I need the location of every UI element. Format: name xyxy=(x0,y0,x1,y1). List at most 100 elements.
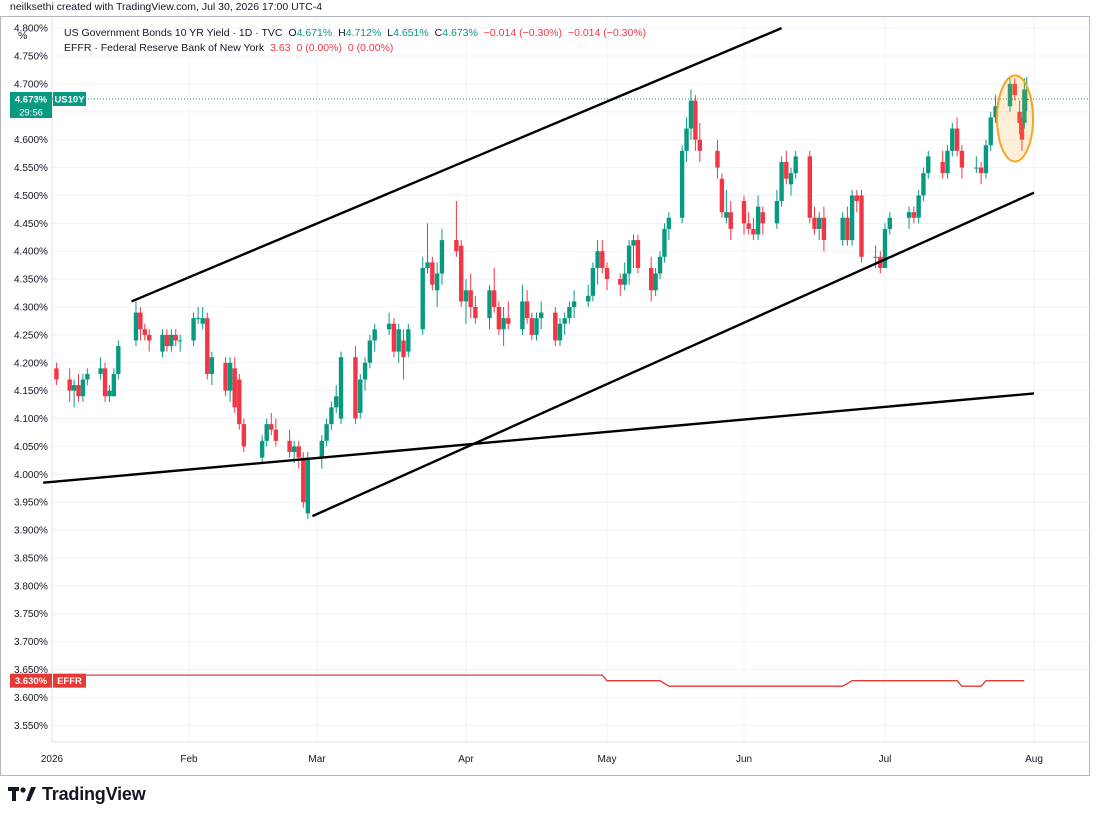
candle-body xyxy=(524,301,530,319)
candle-body xyxy=(859,195,864,257)
candle-body xyxy=(329,407,334,425)
candle-body xyxy=(679,150,685,218)
candle-body xyxy=(779,162,784,202)
candle-body xyxy=(788,173,794,185)
candle-body xyxy=(133,312,139,341)
us10y-symbol-label: US10Y xyxy=(54,94,85,105)
effr-line xyxy=(56,674,1025,687)
candle-body xyxy=(693,100,698,140)
candle-body xyxy=(635,240,641,268)
candle-body xyxy=(529,318,534,335)
candle-body xyxy=(741,201,747,224)
candle-body xyxy=(1019,122,1025,140)
candle-body xyxy=(107,390,112,397)
candle-body xyxy=(195,318,201,320)
candle-body xyxy=(76,385,81,397)
legend-high-value: 4.712% xyxy=(345,27,382,39)
candle-body xyxy=(719,178,725,213)
candle-body xyxy=(237,379,242,425)
price-unit-label: % xyxy=(18,30,28,42)
candle-body xyxy=(746,223,751,229)
candle-body xyxy=(338,357,344,419)
candle-body xyxy=(662,228,667,257)
candle-body xyxy=(926,156,931,174)
y-tick-label: 4.800% xyxy=(14,24,48,35)
y-tick-label: 3.700% xyxy=(14,637,48,648)
y-tick-label: 4.200% xyxy=(14,358,48,369)
y-tick-label: 3.900% xyxy=(14,526,48,537)
candle-body xyxy=(993,106,998,118)
candle-body xyxy=(362,362,368,380)
y-tick-label: 4.550% xyxy=(14,163,48,174)
candle-body xyxy=(774,201,780,224)
footer-brand[interactable]: TradingView xyxy=(8,782,146,806)
candle-body xyxy=(648,267,654,291)
y-tick-label: 4.400% xyxy=(14,247,48,258)
y-tick-label: 4.000% xyxy=(14,470,48,481)
legend-effr-change: 0 (0.00%) xyxy=(296,42,342,54)
candle-body xyxy=(169,334,174,347)
candle-body xyxy=(142,329,148,335)
candle-body xyxy=(595,251,600,268)
candle-body xyxy=(755,206,761,235)
candle-body xyxy=(334,396,339,408)
candle-body xyxy=(391,323,397,352)
y-tick-label: 4.150% xyxy=(14,386,48,397)
candle-body xyxy=(553,312,558,341)
candle-body xyxy=(715,150,720,168)
candle-body xyxy=(728,212,733,229)
y-tick-label: 4.750% xyxy=(14,52,48,63)
y-tick-label: 3.750% xyxy=(14,609,48,620)
y-tick-label: 3.600% xyxy=(14,693,48,704)
candle-body xyxy=(396,329,401,352)
legend-effr-title: EFFR · Federal Reserve Bank of New York xyxy=(64,42,265,54)
candle-body xyxy=(273,429,279,441)
candle-body xyxy=(539,312,544,319)
candle-body xyxy=(751,228,756,235)
legend-open-label: O xyxy=(288,27,297,39)
candle-body xyxy=(1012,83,1017,96)
x-tick-label: Apr xyxy=(458,754,474,765)
candle-body xyxy=(291,446,297,452)
candle-body xyxy=(684,128,689,151)
candle-body xyxy=(492,290,497,307)
legend-row-us10y[interactable]: US Government Bonds 10 YR Yield · 1D · T… xyxy=(64,26,646,41)
candle-body xyxy=(807,156,812,218)
candle-body xyxy=(54,368,59,380)
candle-body xyxy=(296,446,301,458)
candle-body xyxy=(882,228,888,268)
tradingview-logo-icon xyxy=(8,787,36,801)
legend-low-value: 4.651% xyxy=(393,27,429,39)
y-tick-label: 4.050% xyxy=(14,442,48,453)
candle-body xyxy=(324,424,329,441)
candle-body xyxy=(200,318,205,324)
trendline xyxy=(131,27,783,303)
y-tick-label: 4.300% xyxy=(14,303,48,314)
candle-body xyxy=(817,217,822,229)
x-tick-label: Feb xyxy=(180,754,198,765)
y-tick-label: 3.850% xyxy=(14,553,48,564)
candle-body xyxy=(520,301,525,330)
y-tick-label: 3.950% xyxy=(14,498,48,509)
legend-us10y-title: US Government Bonds 10 YR Yield · 1D · T… xyxy=(64,27,283,39)
chart-frame xyxy=(0,16,1090,776)
candle-body xyxy=(604,267,610,280)
candle-body xyxy=(840,217,845,241)
candle-body xyxy=(911,212,917,218)
chart-legend: US Government Bonds 10 YR Yield · 1D · T… xyxy=(64,26,646,56)
candle-body xyxy=(406,329,411,352)
legend-row-effr[interactable]: EFFR · Federal Reserve Bank of New York … xyxy=(64,41,646,56)
us10y-price-tag xyxy=(10,91,52,106)
y-tick-label: 3.800% xyxy=(14,581,48,592)
x-tick-label: 2026 xyxy=(41,754,64,765)
candle-body xyxy=(586,295,591,302)
candle-body xyxy=(760,212,765,224)
y-tick-label: 3.650% xyxy=(14,665,48,676)
effr-price-tag xyxy=(10,673,52,688)
candle-body xyxy=(71,385,77,391)
candle-body xyxy=(622,273,627,285)
trendline xyxy=(311,191,1035,518)
candle-body xyxy=(487,290,492,319)
y-tick-label: 4.700% xyxy=(14,79,48,90)
